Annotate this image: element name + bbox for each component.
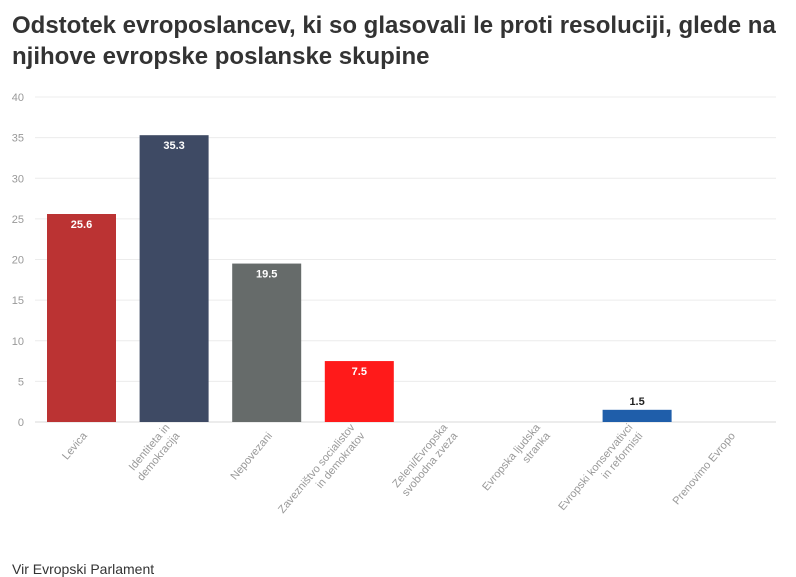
y-tick-label: 10 (12, 336, 24, 348)
y-tick-label: 15 (12, 295, 24, 307)
x-tick-label-line: Evropski konservativci (556, 422, 635, 513)
x-tick-label: Levica (60, 430, 90, 463)
x-tick-label: Nepovezani (228, 430, 275, 482)
bar-chart: 0 5 10 15 20 25 30 35 40 25.6 35.3 19.5 7.5 1.5 Levi… (12, 92, 776, 516)
source-text: Evropski Parlament (32, 561, 155, 577)
y-tick-label: 20 (12, 255, 24, 267)
chart-title: Odstotek evroposlancev, ki so glasovali … (12, 12, 776, 70)
y-tick-label: 30 (12, 173, 24, 185)
data-labels: 25.6 35.3 19.5 7.5 1.5 (71, 140, 645, 408)
y-tick-label: 40 (12, 92, 24, 104)
data-label: 25.6 (71, 219, 92, 231)
bar (602, 409, 672, 422)
bar (232, 263, 302, 422)
y-tick-label: 5 (18, 376, 24, 388)
x-tick-label-line: Prenovimo Evropo (671, 430, 738, 507)
y-tick-label: 35 (12, 133, 24, 145)
source-note: Vir Evropski Parlament (12, 561, 154, 577)
bar (324, 361, 394, 422)
y-tick-label: 0 (18, 417, 24, 429)
x-tick-label-line: Nepovezani (228, 430, 275, 482)
bar (47, 214, 116, 422)
bars (47, 135, 672, 422)
x-tick-label-line: Levica (60, 430, 90, 463)
data-label: 7.5 (352, 366, 367, 378)
data-label: 1.5 (629, 396, 644, 408)
y-axis: 0 5 10 15 20 25 30 35 40 (12, 92, 24, 429)
x-tick-label: Prenovimo Evropo (671, 430, 738, 507)
data-label: 19.5 (256, 269, 277, 281)
bar (139, 135, 209, 422)
source-label: Vir (12, 561, 29, 577)
x-tick-label-line: Zavezništvo socialistov (276, 421, 358, 515)
data-label: 35.3 (163, 140, 184, 152)
y-tick-label: 25 (12, 214, 24, 226)
